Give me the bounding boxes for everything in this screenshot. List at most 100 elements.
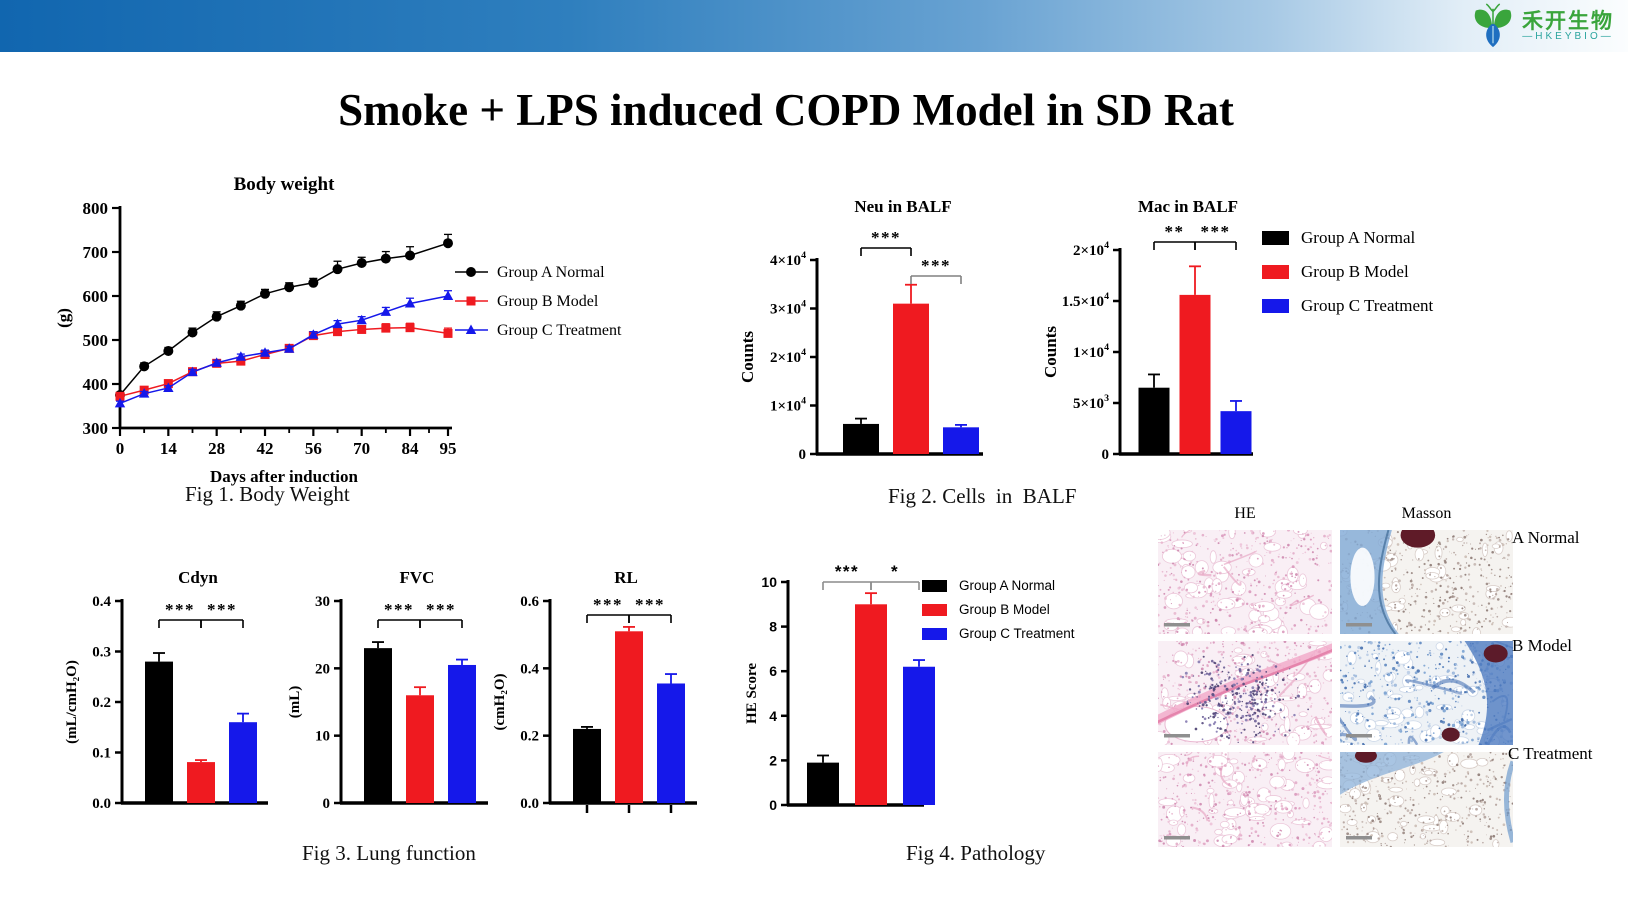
svg-text:Group A Normal: Group A Normal bbox=[497, 264, 605, 281]
svg-text:0.1: 0.1 bbox=[92, 746, 111, 762]
svg-text:6: 6 bbox=[769, 663, 777, 679]
svg-text:*: * bbox=[891, 562, 899, 581]
histology-column-he: HE bbox=[1234, 505, 1256, 522]
svg-text:1×104: 1×104 bbox=[770, 396, 806, 415]
svg-text:5×103: 5×103 bbox=[1073, 393, 1109, 412]
svg-text:Counts: Counts bbox=[738, 331, 757, 383]
legend-item-group-c: Group C Treatment bbox=[922, 626, 1075, 641]
he-score-legend: Group A Normal Group B Model Group C Tre… bbox=[922, 578, 1075, 650]
svg-text:10: 10 bbox=[315, 729, 330, 745]
svg-text:0: 0 bbox=[799, 447, 807, 463]
svg-text:2×104: 2×104 bbox=[1073, 240, 1109, 259]
rl-bar-chart: 0.0 0.2 0.4 0.6 *** *** RL (cmH₂O) bbox=[492, 568, 697, 813]
legend-swatch-group-c bbox=[1262, 299, 1289, 313]
legend-swatch-group-a bbox=[1262, 231, 1289, 245]
legend-swatch-group-c bbox=[922, 627, 947, 640]
svg-text:400: 400 bbox=[83, 375, 109, 394]
histology-he-c-treatment bbox=[1158, 752, 1332, 847]
svg-text:600: 600 bbox=[83, 287, 109, 306]
svg-text:10: 10 bbox=[761, 574, 777, 590]
page-title: Smoke + LPS induced COPD Model in SD Rat bbox=[338, 85, 1234, 135]
svg-text:***: *** bbox=[921, 256, 951, 275]
svg-text:2×104: 2×104 bbox=[770, 347, 806, 366]
svg-text:30: 30 bbox=[315, 594, 330, 610]
svg-text:(g): (g) bbox=[54, 308, 73, 328]
histology-masson-c-treatment bbox=[1340, 752, 1513, 847]
svg-text:0.6: 0.6 bbox=[520, 594, 539, 610]
svg-text:0.4: 0.4 bbox=[520, 661, 539, 677]
svg-text:700: 700 bbox=[83, 243, 109, 262]
svg-text:Days after induction: Days after induction bbox=[210, 467, 359, 486]
svg-text:0: 0 bbox=[769, 797, 777, 813]
histology-row-a-normal: A Normal bbox=[1512, 528, 1580, 547]
legend-item-group-b: Group B Model bbox=[1262, 262, 1433, 282]
logo-text: 禾开生物 —HKEYBIO— bbox=[1522, 10, 1614, 43]
fig3-caption: Fig 3. Lung function bbox=[302, 841, 476, 865]
histology-row-b-model: B Model bbox=[1512, 636, 1572, 655]
balf-legend: Group A Normal Group B Model Group C Tre… bbox=[1262, 228, 1433, 330]
svg-text:8: 8 bbox=[769, 619, 777, 635]
neu-balf-bar-chart: 0 1×104 2×104 3×104 4×104 *** *** Neu in BALF Co… bbox=[738, 197, 983, 463]
svg-text:0: 0 bbox=[116, 439, 125, 458]
svg-text:FVC: FVC bbox=[400, 568, 435, 587]
fig4-caption: Fig 4. Pathology bbox=[906, 841, 1046, 865]
svg-text:HE Score: HE Score bbox=[744, 663, 760, 724]
svg-text:Group C Treatment: Group C Treatment bbox=[497, 322, 622, 339]
legend-label-group-c: Group C Treatment bbox=[1301, 296, 1434, 315]
legend-label-group-a: Group A Normal bbox=[959, 578, 1056, 593]
svg-text:Body weight: Body weight bbox=[234, 174, 335, 195]
svg-text:***: *** bbox=[384, 600, 414, 619]
header-gradient-bar bbox=[0, 0, 1628, 52]
svg-text:2: 2 bbox=[769, 752, 777, 768]
fvc-bar-chart: 0 10 20 30 *** *** FVC (mL) bbox=[287, 568, 488, 812]
logo-leaf-icon bbox=[1474, 3, 1512, 48]
svg-text:***: *** bbox=[207, 600, 237, 619]
svg-text:***: *** bbox=[593, 595, 623, 614]
svg-text:***: *** bbox=[871, 228, 901, 247]
svg-text:0: 0 bbox=[1102, 447, 1110, 463]
legend-label-group-a: Group A Normal bbox=[1301, 228, 1416, 247]
svg-text:***: *** bbox=[165, 600, 195, 619]
logo-name-en: —HKEYBIO— bbox=[1522, 30, 1614, 42]
legend-label-group-c: Group C Treatment bbox=[959, 626, 1075, 641]
svg-text:1×104: 1×104 bbox=[1073, 342, 1109, 361]
legend-swatch-group-a bbox=[922, 579, 947, 592]
histology-masson-b-model bbox=[1340, 641, 1513, 745]
svg-text:20: 20 bbox=[315, 661, 330, 677]
legend-label-group-b: Group B Model bbox=[959, 602, 1050, 617]
svg-text:56: 56 bbox=[305, 439, 322, 458]
svg-text:Cdyn: Cdyn bbox=[178, 568, 218, 587]
svg-text:95: 95 bbox=[440, 439, 457, 458]
svg-text:Neu in BALF: Neu in BALF bbox=[854, 197, 951, 216]
histology-masson-a-normal bbox=[1340, 530, 1513, 634]
histology-row-c-treatment: C Treatment bbox=[1508, 744, 1593, 763]
legend-label-group-b: Group B Model bbox=[1301, 262, 1409, 281]
svg-text:***: *** bbox=[1201, 222, 1231, 241]
svg-text:1.5×104: 1.5×104 bbox=[1062, 291, 1109, 310]
svg-text:***: *** bbox=[426, 600, 456, 619]
svg-text:28: 28 bbox=[208, 439, 225, 458]
svg-text:0.0: 0.0 bbox=[92, 796, 111, 812]
svg-text:4×104: 4×104 bbox=[770, 250, 806, 269]
svg-text:3×104: 3×104 bbox=[770, 299, 806, 318]
svg-text:Group B Model: Group B Model bbox=[497, 293, 599, 310]
histology-column-masson: Masson bbox=[1401, 505, 1452, 522]
legend-swatch-group-b bbox=[922, 603, 947, 616]
body-weight-line-chart: 300 400 500 600 700 800 0 14 28 42 56 70 84 95 Body we… bbox=[54, 174, 622, 486]
svg-text:Counts: Counts bbox=[1041, 326, 1060, 378]
cdyn-bar-chart: 0.0 0.1 0.2 0.3 0.4 *** *** Cdyn (mL/cmH₂O) bbox=[64, 568, 268, 812]
svg-text:Mac in BALF: Mac in BALF bbox=[1138, 197, 1238, 216]
svg-text:0: 0 bbox=[323, 796, 331, 812]
svg-text:(cmH₂O): (cmH₂O) bbox=[492, 674, 508, 731]
fig2-caption: Fig 2. Cells in BALF bbox=[888, 484, 1077, 508]
legend-item-group-a: Group A Normal bbox=[922, 578, 1075, 593]
svg-text:800: 800 bbox=[83, 199, 109, 218]
svg-text:300: 300 bbox=[83, 419, 109, 438]
fig1-caption: Fig 1. Body Weight bbox=[185, 482, 350, 506]
svg-text:70: 70 bbox=[353, 439, 370, 458]
svg-text:500: 500 bbox=[83, 331, 109, 350]
svg-text:4: 4 bbox=[769, 708, 777, 724]
histology-he-b-model bbox=[1158, 641, 1332, 745]
